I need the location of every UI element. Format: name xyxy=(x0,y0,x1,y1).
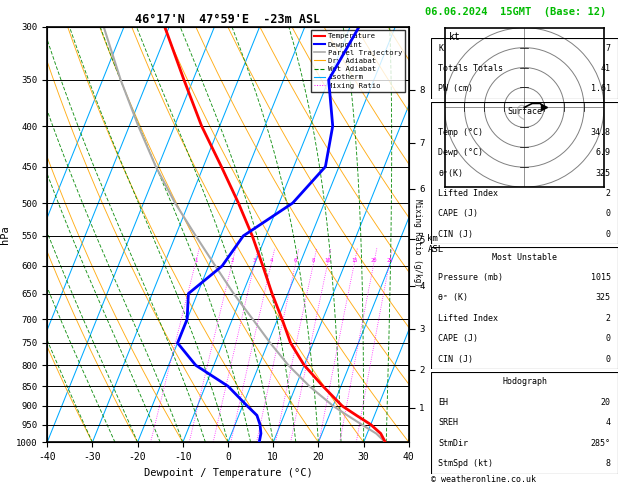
Text: 4: 4 xyxy=(606,418,611,427)
Text: EH: EH xyxy=(438,398,448,407)
Y-axis label: hPa: hPa xyxy=(1,225,11,244)
Text: 8: 8 xyxy=(312,258,315,263)
Text: 0: 0 xyxy=(606,209,611,218)
Text: Most Unstable: Most Unstable xyxy=(492,253,557,261)
Text: 20: 20 xyxy=(601,398,611,407)
Text: CIN (J): CIN (J) xyxy=(438,230,474,239)
Text: 10: 10 xyxy=(325,258,331,263)
Text: CAPE (J): CAPE (J) xyxy=(438,334,479,343)
Text: Lifted Index: Lifted Index xyxy=(438,189,498,198)
Text: kt: kt xyxy=(449,33,461,42)
Text: Totals Totals: Totals Totals xyxy=(438,64,503,73)
Text: 34.8: 34.8 xyxy=(591,128,611,137)
Text: K: K xyxy=(438,44,443,52)
Text: 285°: 285° xyxy=(591,439,611,448)
Text: 6.9: 6.9 xyxy=(596,148,611,157)
Text: 325: 325 xyxy=(596,294,611,302)
Text: 2: 2 xyxy=(230,258,234,263)
Text: 0: 0 xyxy=(606,334,611,343)
Text: 3: 3 xyxy=(253,258,257,263)
Text: CIN (J): CIN (J) xyxy=(438,355,474,364)
Text: 0: 0 xyxy=(606,355,611,364)
Legend: Temperature, Dewpoint, Parcel Trajectory, Dry Adiabat, Wet Adiabat, Isotherm, Mi: Temperature, Dewpoint, Parcel Trajectory… xyxy=(311,30,405,91)
Text: Lifted Index: Lifted Index xyxy=(438,314,498,323)
Text: Hodograph: Hodograph xyxy=(502,378,547,386)
Text: Temp (°C): Temp (°C) xyxy=(438,128,483,137)
X-axis label: Dewpoint / Temperature (°C): Dewpoint / Temperature (°C) xyxy=(143,468,313,478)
Text: Mixing Ratio (g/kg): Mixing Ratio (g/kg) xyxy=(413,199,422,287)
Text: CAPE (J): CAPE (J) xyxy=(438,209,479,218)
Text: SREH: SREH xyxy=(438,418,459,427)
Text: Pressure (mb): Pressure (mb) xyxy=(438,273,503,282)
Text: StmSpd (kt): StmSpd (kt) xyxy=(438,459,493,468)
Text: 25: 25 xyxy=(386,258,392,263)
Text: 7: 7 xyxy=(606,44,611,52)
Text: 1.61: 1.61 xyxy=(591,85,611,93)
Text: 2: 2 xyxy=(606,189,611,198)
Text: 15: 15 xyxy=(351,258,358,263)
Text: 4: 4 xyxy=(270,258,273,263)
Text: 8: 8 xyxy=(606,459,611,468)
Text: PW (cm): PW (cm) xyxy=(438,85,474,93)
Text: © weatheronline.co.uk: © weatheronline.co.uk xyxy=(431,475,536,484)
Text: Dewp (°C): Dewp (°C) xyxy=(438,148,483,157)
Text: θᵉ (K): θᵉ (K) xyxy=(438,294,469,302)
Y-axis label: km
ASL: km ASL xyxy=(428,235,443,254)
Text: θᵉ(K): θᵉ(K) xyxy=(438,169,464,177)
Text: StmDir: StmDir xyxy=(438,439,469,448)
Text: 6: 6 xyxy=(294,258,298,263)
Text: 0: 0 xyxy=(606,230,611,239)
Text: 1: 1 xyxy=(194,258,197,263)
Text: Surface: Surface xyxy=(507,107,542,116)
Text: 20: 20 xyxy=(370,258,377,263)
Text: 325: 325 xyxy=(596,169,611,177)
Title: 46°17'N  47°59'E  -23m ASL: 46°17'N 47°59'E -23m ASL xyxy=(135,13,321,26)
Text: 2: 2 xyxy=(606,314,611,323)
Text: 1015: 1015 xyxy=(591,273,611,282)
Text: 41: 41 xyxy=(601,64,611,73)
Text: 06.06.2024  15GMT  (Base: 12): 06.06.2024 15GMT (Base: 12) xyxy=(425,7,606,17)
